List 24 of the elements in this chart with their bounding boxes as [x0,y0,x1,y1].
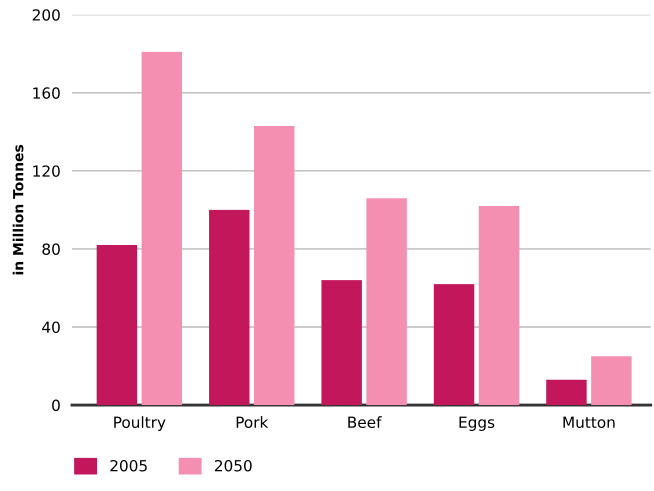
x-tick-label: Poultry [114,416,166,431]
y-tick-label: 160 [33,87,60,99]
bar [209,210,250,406]
legend-label: 2005 [110,460,147,472]
bar [254,126,294,406]
bar [366,198,407,406]
y-tick-label: 40 [42,321,60,334]
bar [96,245,138,406]
y-tick-label: 0 [52,400,60,412]
y-axis-title: in Million Tonnes [12,144,24,274]
y-tick-label: 80 [42,243,60,255]
bar [478,206,520,406]
bar [321,280,362,406]
x-tick-label: Pork [236,416,268,428]
y-tick-label: 200 [32,9,60,21]
bar [434,284,474,406]
x-tick-label: Mutton [563,416,615,428]
bar [591,356,632,406]
bar [546,380,587,406]
bar [142,52,182,406]
y-tick-label: 120 [33,165,60,177]
x-tick-label: Eggs [460,416,494,431]
legend-label: 2050 [214,460,252,472]
x-tick-label: Beef [348,416,382,428]
